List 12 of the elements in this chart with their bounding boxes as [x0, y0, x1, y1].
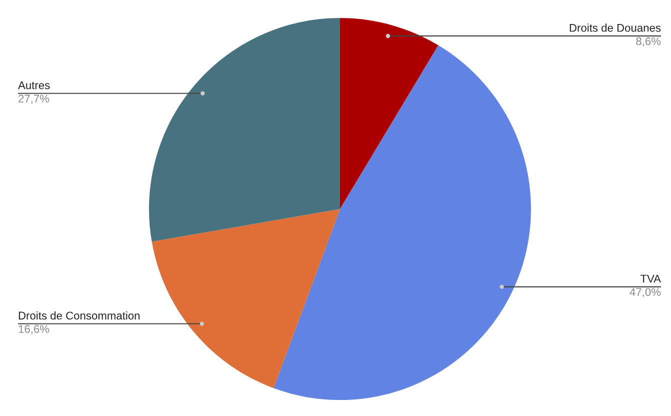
slice-label: TVA [640, 274, 661, 282]
pie-slice [152, 209, 340, 388]
pie-slice [340, 18, 438, 209]
pie-slice [149, 18, 340, 242]
data-label: 16,6% [18, 325, 50, 334]
data-label: 47,0% [630, 288, 661, 298]
pie-slice [274, 45, 531, 400]
data-label: 8,6% [636, 37, 661, 46]
data-label: 27,7% [18, 94, 50, 104]
slice-label: Autres [18, 81, 50, 90]
slice-label: Droits de Consommation [18, 311, 140, 320]
slice-label: Droits de Douanes [570, 24, 661, 32]
